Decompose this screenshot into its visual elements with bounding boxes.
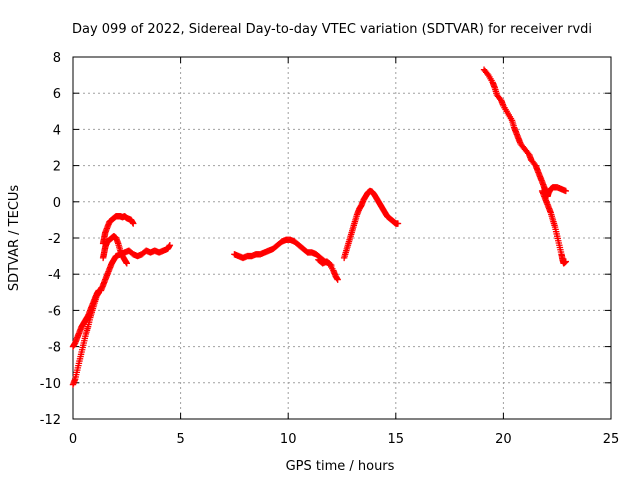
data-points (69, 66, 570, 388)
x-tick-label: 15 (388, 432, 405, 447)
y-tick-label: -6 (48, 304, 61, 319)
data-point (130, 220, 137, 227)
data-point (562, 258, 570, 265)
x-tick-label: 0 (69, 432, 77, 447)
x-axis-label: GPS time / hours (286, 459, 395, 474)
axis-ticks (72, 56, 612, 420)
x-tick-label: 5 (176, 432, 184, 447)
y-tick-label: -10 (40, 377, 61, 392)
y-axis-label: SDTVAR / TECUs (7, 185, 22, 292)
data-point (334, 276, 341, 283)
series-track-c (99, 232, 130, 267)
y-tick-label: -12 (40, 413, 61, 428)
series-track-f (315, 256, 335, 269)
y-tick-label: 2 (53, 160, 61, 175)
y-tick-label: -2 (48, 232, 61, 247)
chart-title: Day 099 of 2022, Sidereal Day-to-day VTE… (72, 22, 592, 37)
series-track-h (480, 66, 570, 200)
grid-lines (73, 57, 611, 419)
x-tick-label: 25 (603, 432, 620, 447)
data-point (326, 261, 334, 268)
data-point (328, 261, 335, 269)
y-tick-label: 8 (53, 51, 61, 66)
series-track-i (538, 187, 570, 267)
y-tick-label: 0 (53, 196, 61, 211)
y-tick-label: -4 (48, 268, 61, 283)
x-tick-label: 20 (495, 432, 512, 447)
y-tick-label: 4 (53, 123, 61, 138)
data-point (562, 187, 570, 195)
tick-labels: 0 5 10 15 20 25 -12 -10 -8 -6 -4 -2 0 2 4 6 8 (40, 51, 620, 447)
data-point (123, 260, 130, 267)
series-track-d (99, 213, 137, 247)
x-tick-label: 10 (280, 432, 297, 447)
y-tick-label: 6 (53, 87, 61, 102)
y-tick-label: -8 (48, 341, 61, 356)
data-point (394, 220, 402, 227)
series-track-g (340, 187, 402, 262)
data-point (166, 242, 174, 249)
